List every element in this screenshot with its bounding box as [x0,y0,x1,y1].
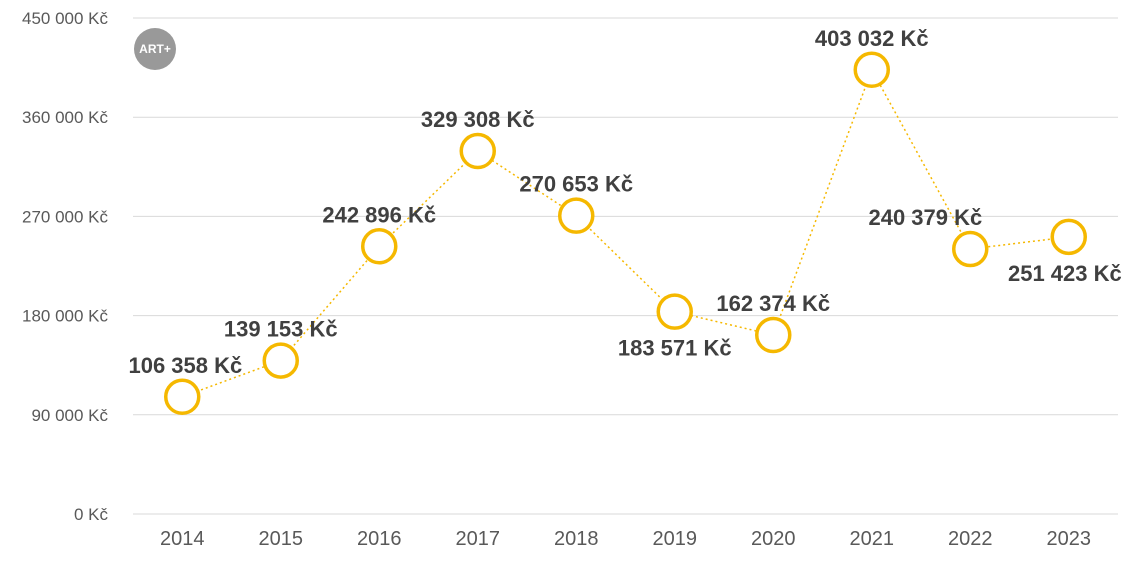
data-point [361,228,398,265]
x-tick-label: 2019 [653,528,698,550]
data-point [656,293,693,330]
x-tick-label: 2022 [948,528,993,550]
data-point [164,378,201,416]
x-tick-label: 2015 [259,528,304,550]
data-label: 403 032 Kč [815,26,929,51]
data-markers [164,51,1087,416]
x-tick-label: 2021 [850,528,895,550]
data-point [459,132,496,170]
x-tick-label: 2014 [160,528,205,550]
data-label: 106 358 Kč [128,353,242,378]
y-tick-label: 0 Kč [74,505,109,524]
logo-text: ART+ [139,42,171,56]
art-plus-logo: ART+ [134,28,176,70]
data-point [853,51,890,89]
data-label: 162 374 Kč [716,291,830,316]
data-label: 242 896 Kč [322,202,436,227]
x-tick-label: 2017 [456,528,501,550]
data-point [558,197,595,234]
data-label: 139 153 Kč [224,317,338,342]
x-tick-label: 2020 [751,528,796,550]
y-tick-label: 90 000 Kč [31,406,108,425]
x-tick-label: 2016 [357,528,402,550]
data-point [755,316,792,354]
x-axis: 2014 2015 2016 2017 2018 2019 2020 2021 2022 2023 [160,528,1091,550]
data-point [952,230,989,268]
y-tick-label: 180 000 Kč [22,307,109,326]
data-point [1050,218,1087,256]
data-point [262,342,299,379]
data-labels: 106 358 Kč 139 153 Kč 242 896 Kč 329 308 Kč… [128,26,1121,378]
data-label: 329 308 Kč [421,107,535,132]
data-label: 240 379 Kč [868,205,982,230]
data-label: 270 653 Kč [519,172,633,197]
gridlines [133,17,1118,515]
y-tick-label: 360 000 Kč [22,108,109,127]
series-line [182,68,1069,398]
x-tick-label: 2023 [1047,528,1092,550]
x-tick-label: 2018 [554,528,599,550]
y-tick-label: 270 000 Kč [22,207,109,226]
y-tick-label: 450 000 Kč [22,9,109,28]
data-label: 183 571 Kč [618,336,732,361]
logo-circle [134,28,176,70]
y-axis: 0 Kč 90 000 Kč 180 000 Kč 270 000 Kč 360 000… [22,9,109,524]
data-label: 251 423 Kč [1008,261,1122,286]
